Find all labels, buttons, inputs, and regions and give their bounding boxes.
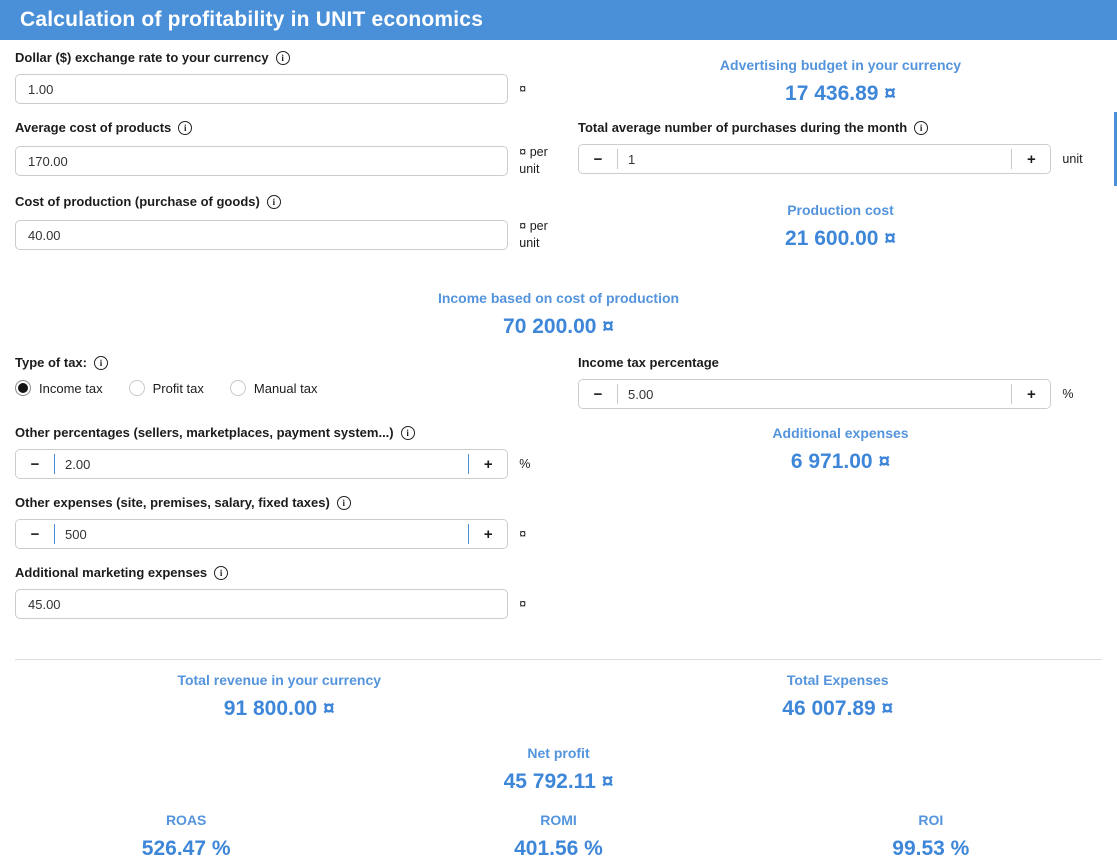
result-value: 17 436.89 ¤ bbox=[578, 82, 1103, 106]
cost-production-label: Cost of production (purchase of goods) bbox=[15, 194, 560, 209]
info-icon[interactable] bbox=[214, 566, 228, 580]
percent-suffix: % bbox=[1062, 386, 1103, 403]
purchases-label: Total average number of purchases during… bbox=[578, 120, 1103, 135]
result-title: Income based on cost of production bbox=[0, 290, 1117, 306]
purchases-stepper: − + bbox=[578, 144, 1051, 174]
plus-button[interactable]: + bbox=[469, 520, 507, 548]
income-tax-pct-stepper: − + bbox=[578, 379, 1051, 409]
tax-type-label: Type of tax: bbox=[15, 355, 560, 370]
income-tax-pct-label: Income tax percentage bbox=[578, 355, 1103, 370]
other-expenses-stepper: − + bbox=[15, 519, 508, 549]
result-title: Advertising budget in your currency bbox=[578, 57, 1103, 73]
avg-cost-field: Average cost of products ¤ per unit bbox=[15, 120, 560, 178]
income-tax-pct-field: Income tax percentage − + % bbox=[578, 355, 1103, 409]
other-expenses-field: Other expenses (site, premises, salary, … bbox=[15, 495, 560, 549]
roas-result: ROAS 526.47 % bbox=[0, 812, 372, 861]
per-unit-suffix: ¤ per unit bbox=[519, 218, 560, 252]
plus-button[interactable]: + bbox=[469, 450, 507, 478]
plus-button[interactable]: + bbox=[1012, 380, 1050, 408]
result-title: ROI bbox=[745, 812, 1117, 828]
avg-cost-input[interactable] bbox=[15, 146, 508, 176]
marketing-expenses-label: Additional marketing expenses bbox=[15, 565, 560, 580]
info-icon[interactable] bbox=[337, 496, 351, 510]
romi-result: ROMI 401.56 % bbox=[372, 812, 744, 861]
result-value: 46 007.89 ¤ bbox=[559, 697, 1117, 721]
radio-profit-tax[interactable]: Profit tax bbox=[129, 380, 204, 396]
other-expenses-input[interactable] bbox=[55, 520, 468, 548]
cost-production-field: Cost of production (purchase of goods) ¤… bbox=[15, 194, 560, 252]
result-title: Production cost bbox=[578, 202, 1103, 218]
currency-suffix: ¤ bbox=[519, 526, 560, 543]
minus-button[interactable]: − bbox=[16, 520, 54, 548]
radio-button[interactable] bbox=[129, 380, 145, 396]
tax-type-radio-group: Income tax Profit tax Manual tax bbox=[15, 380, 560, 396]
tax-type-field: Type of tax: Income tax Profit tax Manua… bbox=[15, 355, 560, 396]
result-title: ROAS bbox=[0, 812, 372, 828]
income-cost-production-result: Income based on cost of production 70 20… bbox=[0, 290, 1117, 339]
marketing-expenses-input[interactable] bbox=[15, 589, 508, 619]
radio-button[interactable] bbox=[230, 380, 246, 396]
result-value: 45 792.11 ¤ bbox=[0, 770, 1117, 794]
total-expenses-result: Total Expenses 46 007.89 ¤ bbox=[559, 672, 1117, 721]
info-icon[interactable] bbox=[178, 121, 192, 135]
roi-result: ROI 99.53 % bbox=[745, 812, 1117, 861]
cost-production-input[interactable] bbox=[15, 220, 508, 250]
exchange-rate-field: Dollar ($) exchange rate to your currenc… bbox=[15, 50, 560, 104]
result-value: 99.53 % bbox=[745, 837, 1117, 861]
result-value: 526.47 % bbox=[0, 837, 372, 861]
advertising-budget-result: Advertising budget in your currency 17 4… bbox=[578, 50, 1103, 106]
header-bar: Calculation of profitability in UNIT eco… bbox=[0, 0, 1117, 40]
minus-button[interactable]: − bbox=[579, 380, 617, 408]
minus-button[interactable]: − bbox=[579, 145, 617, 173]
radio-button-selected[interactable] bbox=[15, 380, 31, 396]
result-value: 21 600.00 ¤ bbox=[578, 227, 1103, 251]
result-title: Total Expenses bbox=[559, 672, 1117, 688]
result-value: 91 800.00 ¤ bbox=[0, 697, 559, 721]
purchases-input[interactable] bbox=[618, 145, 1011, 173]
avg-cost-label: Average cost of products bbox=[15, 120, 560, 135]
calculator-body: Dollar ($) exchange rate to your currenc… bbox=[0, 40, 1117, 861]
result-title: ROMI bbox=[372, 812, 744, 828]
total-revenue-result: Total revenue in your currency 91 800.00… bbox=[0, 672, 559, 721]
page-title: Calculation of profitability in UNIT eco… bbox=[20, 8, 483, 32]
minus-button[interactable]: − bbox=[16, 450, 54, 478]
purchases-field: Total average number of purchases during… bbox=[578, 120, 1103, 174]
result-title: Net profit bbox=[0, 745, 1117, 761]
marketing-expenses-field: Additional marketing expenses ¤ bbox=[15, 565, 560, 619]
other-percentages-field: Other percentages (sellers, marketplaces… bbox=[15, 425, 560, 479]
other-percentages-stepper: − + bbox=[15, 449, 508, 479]
other-expenses-label: Other expenses (site, premises, salary, … bbox=[15, 495, 560, 510]
percent-suffix: % bbox=[519, 456, 560, 473]
info-icon[interactable] bbox=[267, 195, 281, 209]
result-title: Additional expenses bbox=[578, 425, 1103, 441]
result-value: 70 200.00 ¤ bbox=[0, 315, 1117, 339]
exchange-rate-input[interactable] bbox=[15, 74, 508, 104]
info-icon[interactable] bbox=[94, 356, 108, 370]
radio-income-tax[interactable]: Income tax bbox=[15, 380, 103, 396]
radio-manual-tax[interactable]: Manual tax bbox=[230, 380, 318, 396]
currency-suffix: ¤ bbox=[519, 596, 560, 613]
currency-suffix: ¤ bbox=[519, 81, 560, 98]
info-icon[interactable] bbox=[914, 121, 928, 135]
result-value: 401.56 % bbox=[372, 837, 744, 861]
exchange-rate-label: Dollar ($) exchange rate to your currenc… bbox=[15, 50, 560, 65]
other-percentages-input[interactable] bbox=[55, 450, 468, 478]
production-cost-result: Production cost 21 600.00 ¤ bbox=[578, 202, 1103, 251]
info-icon[interactable] bbox=[276, 51, 290, 65]
result-title: Total revenue in your currency bbox=[0, 672, 559, 688]
plus-button[interactable]: + bbox=[1012, 145, 1050, 173]
income-tax-pct-input[interactable] bbox=[618, 380, 1011, 408]
result-value: 6 971.00 ¤ bbox=[578, 450, 1103, 474]
net-profit-result: Net profit 45 792.11 ¤ bbox=[0, 745, 1117, 794]
info-icon[interactable] bbox=[401, 426, 415, 440]
per-unit-suffix: ¤ per unit bbox=[519, 144, 560, 178]
unit-suffix: unit bbox=[1062, 151, 1103, 168]
additional-expenses-result: Additional expenses 6 971.00 ¤ bbox=[578, 425, 1103, 474]
other-percentages-label: Other percentages (sellers, marketplaces… bbox=[15, 425, 560, 440]
